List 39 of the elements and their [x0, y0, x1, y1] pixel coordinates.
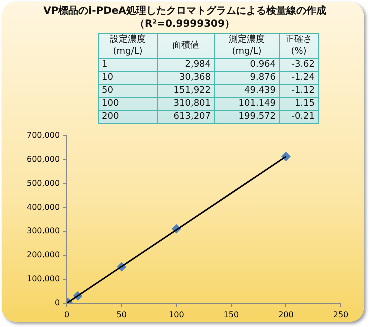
- x-tick-label: 50: [116, 310, 127, 320]
- text: 測定濃度 (mg/L): [214, 34, 280, 58]
- text: 200: [98, 110, 158, 124]
- y-tick-label: 600,000: [26, 154, 60, 164]
- y-tick-label: 200,000: [26, 250, 60, 260]
- y-tick-label: 700,000: [26, 131, 60, 140]
- text: 613,207: [158, 110, 214, 124]
- y-tick-label: 300,000: [26, 226, 60, 236]
- text: 50: [98, 84, 158, 98]
- x-tick-label: 0: [64, 310, 70, 320]
- y-tick-label: 0: [54, 298, 60, 308]
- x-tick-label: 250: [333, 310, 349, 320]
- text: -1.12: [280, 84, 318, 98]
- text: 面積値: [158, 34, 214, 58]
- text: 101.149: [214, 98, 280, 110]
- text: 49.439: [214, 84, 280, 98]
- text: -0.21: [280, 110, 318, 124]
- text: -1.24: [280, 72, 318, 84]
- text: 100: [98, 98, 158, 110]
- text: 0.964: [214, 58, 280, 72]
- x-tick-label: 200: [278, 310, 294, 320]
- y-tick-label: 400,000: [26, 202, 60, 212]
- text: 1.15: [280, 98, 318, 110]
- y-tick-label: 500,000: [26, 178, 60, 188]
- text: 正確さ (%): [280, 34, 318, 58]
- text: 30,368: [158, 72, 214, 84]
- text: 199.572: [214, 110, 280, 124]
- text: 310,801: [158, 98, 214, 110]
- x-tick-label: 150: [224, 310, 240, 320]
- text: 1: [98, 58, 158, 72]
- chart-title: VP標品のi-PDeA処理したクロマトグラムによる検量線の作成（R²=0.9999309）: [42, 5, 328, 31]
- text: 2,984: [158, 58, 214, 72]
- text: 9.876: [214, 72, 280, 84]
- text: -3.62: [280, 58, 318, 72]
- y-tick-label: 100,000: [26, 274, 60, 284]
- x-tick-label: 100: [169, 310, 184, 320]
- text: 151,922: [158, 84, 214, 98]
- text: 設定濃度 (mg/L): [98, 34, 158, 58]
- text: 10: [98, 72, 158, 84]
